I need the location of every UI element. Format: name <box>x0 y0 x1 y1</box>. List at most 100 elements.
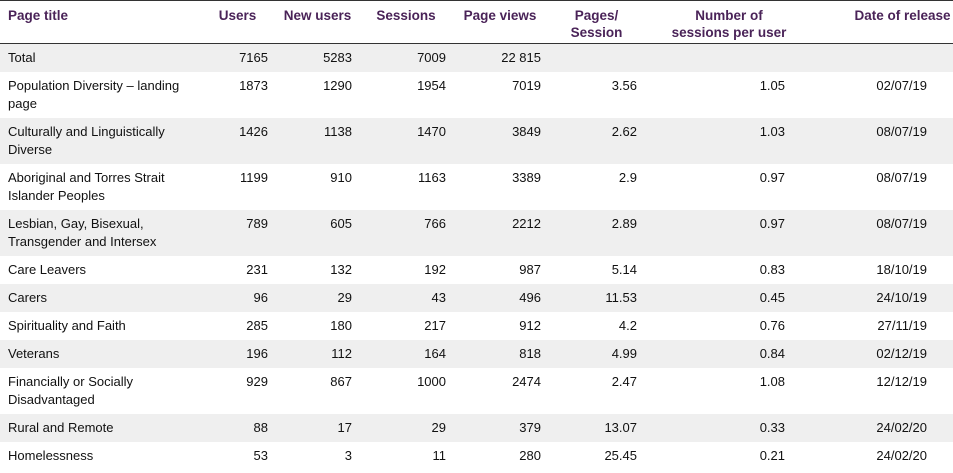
table-row: Population Diversity – landing page 1873 1… <box>0 72 953 118</box>
cell: 987 <box>519 261 541 277</box>
row-label: Population Diversity – landing page <box>8 77 180 111</box>
cell: 22 815 <box>452 43 548 72</box>
cell: 1426 <box>200 117 275 164</box>
cell: 29 <box>360 413 452 442</box>
table-row: Financially or Socially Disadvantaged 929… <box>0 368 953 414</box>
cell: 4.2 <box>618 317 637 333</box>
cell: 43 <box>360 283 452 312</box>
cell: 11.53 <box>548 283 645 312</box>
table-row: Aboriginal and Torres Strait Islander Pe… <box>0 164 953 210</box>
cell: 7009 <box>360 43 452 72</box>
cell: 605 <box>275 209 360 256</box>
cell: 132 <box>330 261 352 277</box>
cell: 929 <box>246 373 268 389</box>
cell: 1954 <box>417 77 446 93</box>
cell: 112 <box>275 339 360 368</box>
cell: 1873 <box>239 77 268 93</box>
row-label: Veterans <box>0 339 200 368</box>
cell: 3.56 <box>611 77 637 93</box>
column-header: Sessions <box>360 0 452 44</box>
cell: 1163 <box>418 169 446 185</box>
cell: 0.45 <box>645 283 793 312</box>
table-row: Spirituality and Faith 285 180 217 912 4.2 0.7… <box>0 312 953 340</box>
empty-cell <box>793 43 953 72</box>
cell: 11 <box>432 447 447 463</box>
cell: 24/02/20 <box>876 447 927 463</box>
cell: 0.84 <box>645 339 793 368</box>
cell: 164 <box>360 339 452 368</box>
header-row: Page title Users New users Sessions Page vie… <box>0 0 953 44</box>
cell: 285 <box>246 317 268 333</box>
cell: 88 <box>200 413 275 442</box>
cell: 12/12/19 <box>876 373 927 389</box>
row-label: Culturally and Linguistically Diverse <box>0 117 200 164</box>
cell: 0.97 <box>645 209 793 256</box>
cell: 96 <box>200 283 275 312</box>
cell: 2.62 <box>548 117 645 164</box>
cell: 3389 <box>512 169 541 185</box>
row-label: Homelessness <box>8 447 94 463</box>
cell: 280 <box>519 447 541 463</box>
row-label: Rural and Remote <box>0 413 200 442</box>
cell: 180 <box>330 317 352 333</box>
empty-cell <box>548 43 645 72</box>
cell: 196 <box>200 339 275 368</box>
row-label: Lesbian, Gay, Bisexual, Transgender and … <box>0 209 200 256</box>
table-row: Carers 96 29 43 496 11.53 0.45 24/10/19 <box>0 283 953 312</box>
cell: 24/02/20 <box>793 413 953 442</box>
row-label: Aboriginal and Torres Strait Islander Pe… <box>8 169 165 203</box>
cell: 1000 <box>417 373 446 389</box>
cell: 2474 <box>512 373 541 389</box>
cell: 1.05 <box>759 77 785 93</box>
cell: 2.47 <box>611 373 637 389</box>
row-label: Care Leavers <box>8 261 87 277</box>
cell: 1199 <box>240 169 268 185</box>
empty-cell <box>645 43 793 72</box>
cell: 13.07 <box>548 413 645 442</box>
table-row: Care Leavers 231 132 192 987 5.14 0.83 18/10/19 <box>0 256 953 284</box>
cell: 0.97 <box>759 169 785 185</box>
cell: 2.89 <box>548 209 645 256</box>
cell: 5.14 <box>611 261 637 277</box>
cell: 766 <box>360 209 452 256</box>
column-header: Users <box>200 0 275 44</box>
cell: 1138 <box>275 117 360 164</box>
cell: 1470 <box>360 117 452 164</box>
cell: 910 <box>330 169 352 185</box>
cell: 0.76 <box>759 317 785 333</box>
cell: 02/12/19 <box>793 339 953 368</box>
table-body: Total 7165 5283 7009 22 815 Population Divers… <box>0 43 953 470</box>
cell: 17 <box>275 413 360 442</box>
cell: 818 <box>452 339 548 368</box>
cell: 1.08 <box>759 373 785 389</box>
cell: 1290 <box>323 77 352 93</box>
table-row: Homelessness 53 3 11 280 25.45 0.21 24/02/20 <box>0 442 953 470</box>
cell: 27/11/19 <box>877 317 927 333</box>
column-header: Date of release <box>793 0 953 44</box>
cell: 192 <box>424 261 446 277</box>
cell: 25.45 <box>604 447 637 463</box>
cell: 3 <box>344 447 352 463</box>
cell: 53 <box>253 447 268 463</box>
table-row: Lesbian, Gay, Bisexual, Transgender and … <box>0 209 953 256</box>
row-label: Spirituality and Faith <box>8 317 126 333</box>
cell: 217 <box>424 317 446 333</box>
cell: 7019 <box>512 77 541 93</box>
cell: 379 <box>452 413 548 442</box>
row-label: Carers <box>0 283 200 312</box>
cell: 496 <box>452 283 548 312</box>
cell: 231 <box>246 261 268 277</box>
column-header: Page views <box>452 0 548 44</box>
table-row: Veterans 196 112 164 818 4.99 0.84 02/12/19 <box>0 339 953 368</box>
column-header: Page title <box>0 0 200 44</box>
cell: 2.9 <box>618 169 637 185</box>
cell: 3849 <box>452 117 548 164</box>
cell: 867 <box>330 373 352 389</box>
cell: 789 <box>200 209 275 256</box>
cell: 4.99 <box>548 339 645 368</box>
cell: 5283 <box>275 43 360 72</box>
cell: 1.03 <box>645 117 793 164</box>
column-header: Pages/ Session <box>548 0 645 44</box>
